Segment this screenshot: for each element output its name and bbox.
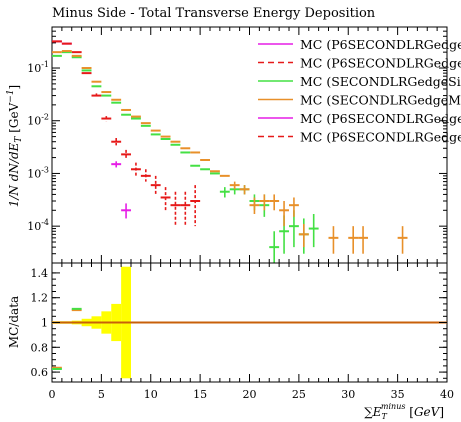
xlabel-e: E (372, 405, 382, 419)
svg-text:1/N dN/dET [GeV−1]: 1/N dN/dET [GeV−1] (6, 85, 24, 208)
data-point (190, 185, 201, 227)
main-ytick-label-exp: -1 (41, 60, 49, 69)
ylabel-main-close: ] (7, 85, 21, 90)
ratio-xtick-label: 25 (292, 388, 306, 401)
ylabel-ratio: MC/data (7, 296, 21, 348)
data-point (259, 194, 270, 211)
ratio-xtick-label: 35 (391, 388, 405, 401)
ratio-xtick-label: 20 (243, 388, 257, 401)
data-point (91, 93, 102, 98)
ratio-ytick-label: 1.2 (31, 292, 49, 305)
legend: MC (P6SECONDLRGedge MC (P6SECONDLRGedge MC… (258, 37, 461, 145)
legend-label: MC (P6SECONDLRGedge (300, 56, 461, 71)
ratio-ytick-label: 0.8 (31, 341, 49, 354)
xlabel-sum: ∑ (364, 405, 373, 419)
main-ytick-label-exp: -4 (41, 218, 49, 227)
legend-label: MC (P6SECONDLRGedge (300, 111, 461, 126)
ratio-xtick-label: 0 (49, 388, 56, 401)
main-axis-ticks: 10-410-310-210-1 (27, 27, 448, 264)
main-ytick-label: 10-4 (27, 218, 49, 233)
data-point (358, 226, 368, 254)
data-point (348, 226, 359, 254)
data-point (111, 161, 122, 168)
ratio-panel: 0.6 0.8 1 1.2 1.4 0 5 10 15 20 25 30 35 40 (31, 262, 454, 401)
xlabel-gev: GeV (414, 405, 441, 419)
ratio-xtick-label: 5 (98, 388, 105, 401)
main-ytick-label-exp: -2 (41, 113, 49, 122)
ylabel-main-exp: −1 (6, 89, 16, 102)
ylabel-main-sub: T (14, 136, 24, 143)
xlabel: ∑ETminus [GeV] (364, 402, 444, 421)
xlabel-sup: minus (381, 402, 406, 411)
data-point (397, 226, 408, 254)
legend-label: MC (SECONDLRGedgeSir (300, 74, 461, 89)
main-ytick-label-exp: -3 (41, 165, 49, 174)
ratio-xtick-label: 40 (440, 388, 454, 401)
ratio-data-points (52, 307, 82, 370)
data-point (160, 187, 171, 211)
ylabel-main-unit: [GeV (7, 102, 21, 136)
data-point (150, 175, 161, 195)
plot-title: Minus Side - Total Transverse Energy Dep… (52, 6, 376, 21)
data-point (289, 197, 299, 217)
data-point (269, 194, 280, 211)
data-point (269, 231, 280, 263)
ratio-ytick-label: 1.4 (31, 267, 49, 280)
data-point (279, 201, 289, 227)
data-point (170, 191, 181, 227)
legend-label: MC (P6SECONDLRGedge (300, 37, 461, 52)
xlabel-close: ] (439, 405, 444, 419)
data-point (298, 223, 309, 248)
ylabel-main-1n: 1/N dN/dE (7, 142, 21, 207)
main-ytick-label: 10-2 (27, 113, 49, 128)
data-point (219, 187, 230, 198)
svg-text:∑ETminus [GeV]: ∑ETminus [GeV] (364, 402, 444, 421)
ratio-xtick-label: 10 (144, 388, 158, 401)
main-data-points (52, 40, 408, 263)
legend-label: MC (SECONDLRGedgeM (300, 93, 461, 108)
ratio-axis-ticks: 0.6 0.8 1 1.2 1.4 0 5 10 15 20 25 30 35 40 (31, 263, 454, 401)
data-point (121, 203, 131, 219)
data-point (140, 169, 151, 182)
data-point (229, 181, 240, 190)
data-point (249, 197, 260, 215)
data-point (239, 185, 250, 195)
data-point (308, 214, 319, 248)
data-point (328, 226, 339, 254)
ylabel-main: 1/N dN/dET [GeV−1] (6, 85, 24, 208)
data-point (121, 149, 131, 159)
data-point (180, 191, 191, 227)
main-ytick-label-base: 10 (27, 167, 41, 180)
ratio-xtick-label: 30 (341, 388, 355, 401)
ratio-ytick-label: 0.6 (31, 366, 49, 379)
main-ytick-label: 10-3 (27, 165, 49, 180)
main-ytick-label: 10-1 (27, 60, 49, 75)
main-ytick-label-base: 10 (27, 220, 41, 233)
data-point (111, 138, 122, 146)
ratio-xtick-label: 15 (193, 388, 207, 401)
xlabel-sub: T (382, 412, 388, 421)
data-point (101, 116, 112, 122)
data-point (131, 162, 141, 176)
xlabel-unit: [ (405, 405, 414, 419)
ratio-ytick-label: 1 (41, 317, 48, 330)
legend-label: MC (P6SECONDLRGedge (300, 130, 461, 145)
main-ytick-label-base: 10 (27, 62, 41, 75)
main-ytick-label-base: 10 (27, 115, 41, 128)
